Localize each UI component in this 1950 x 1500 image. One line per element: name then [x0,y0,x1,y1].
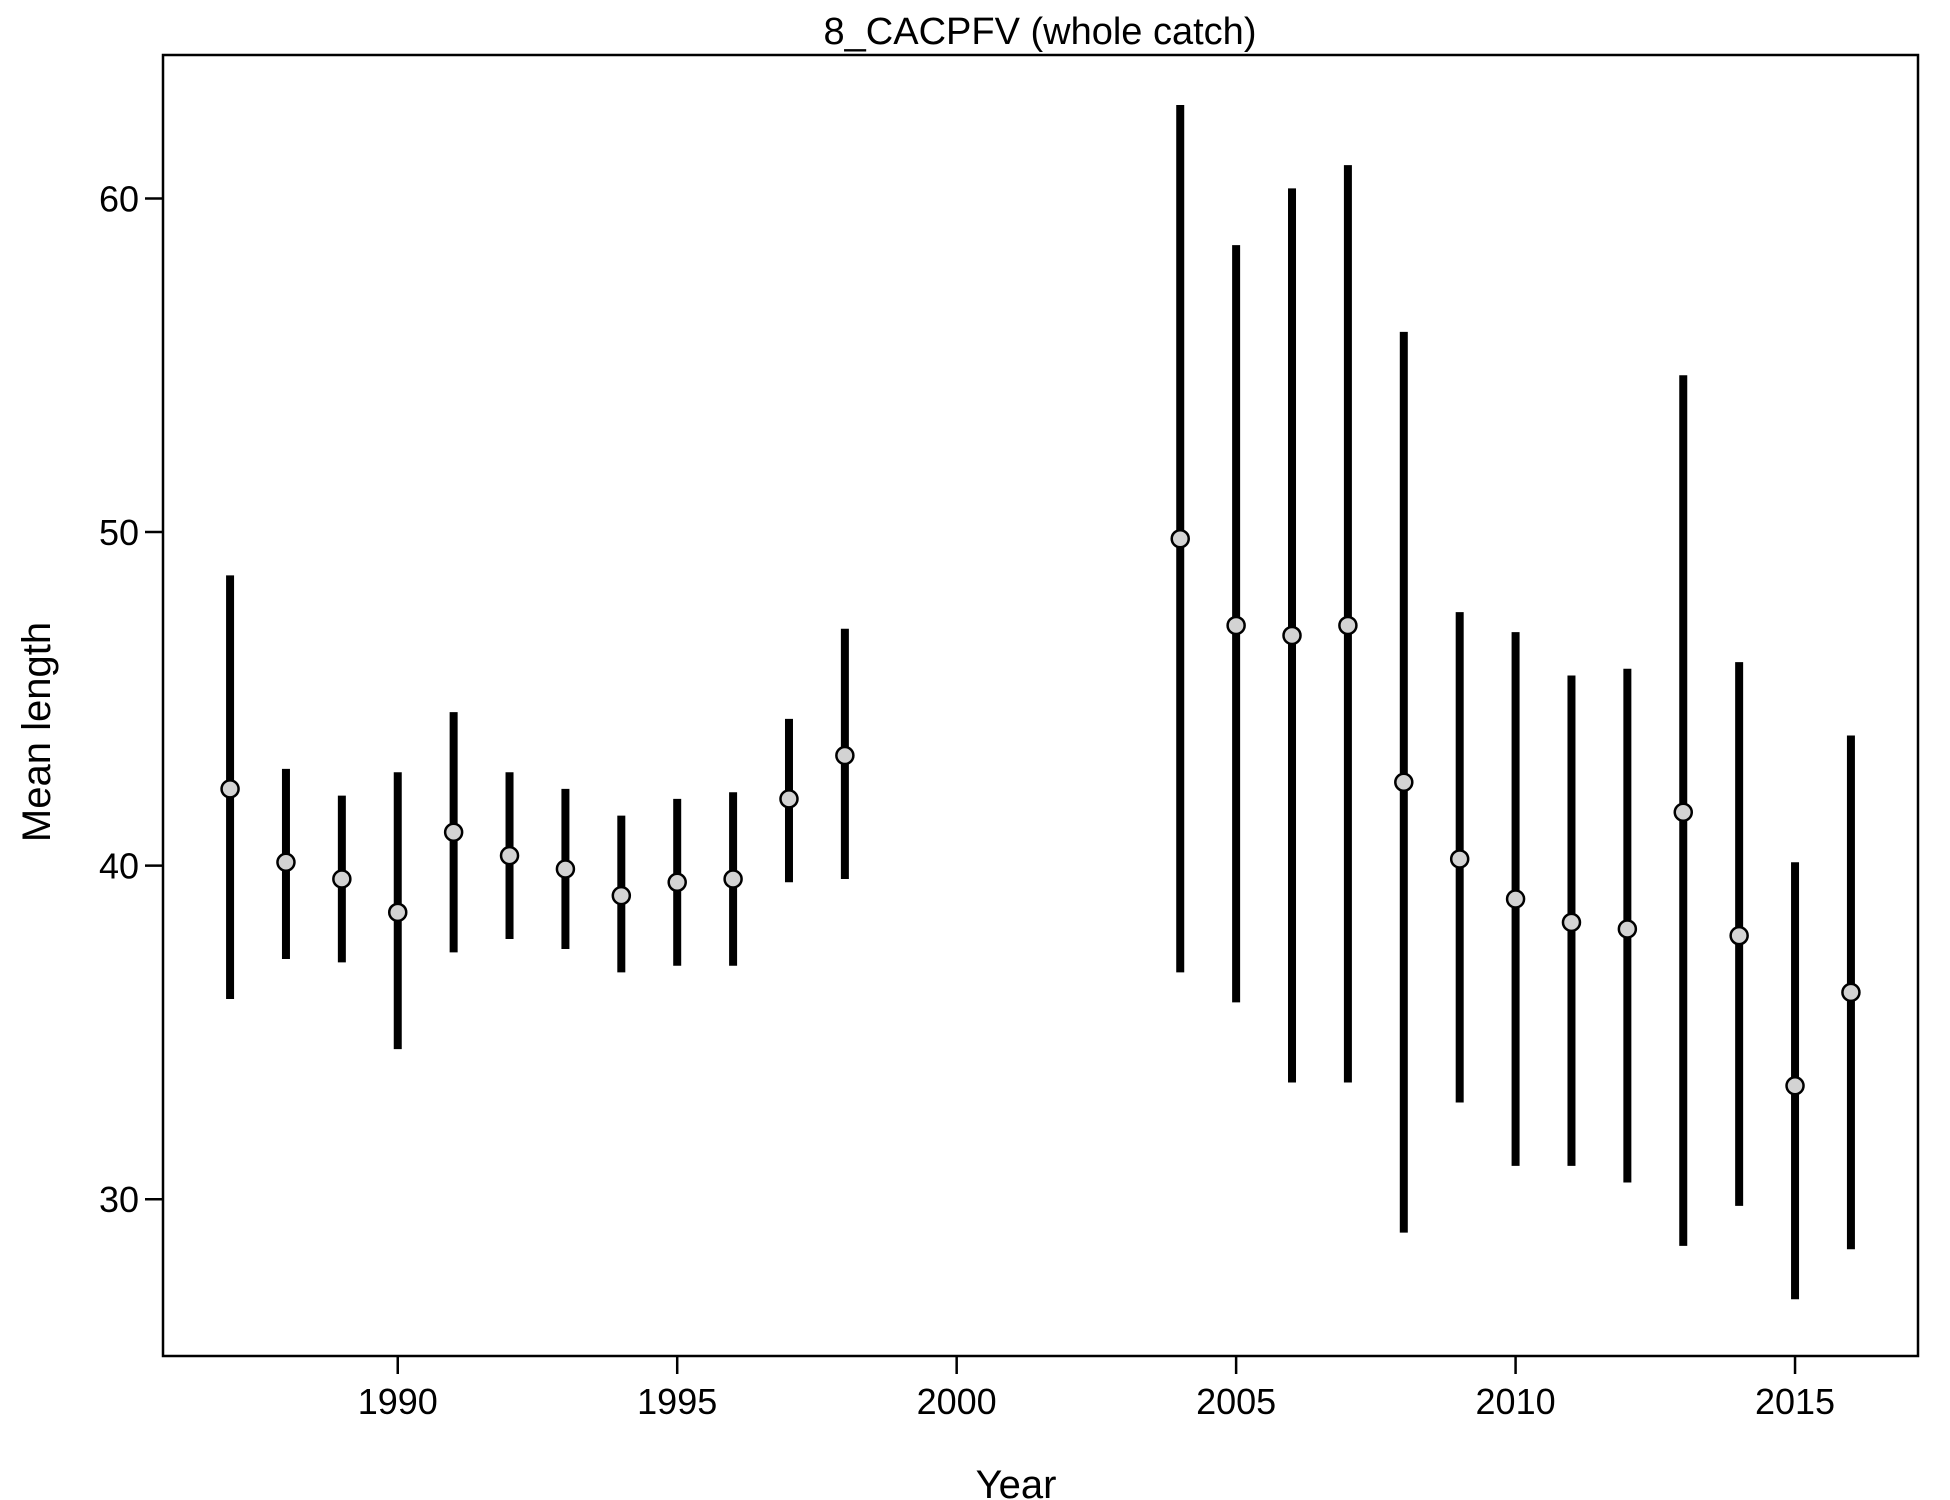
mean-point-1990 [387,902,408,923]
mean-point-1992 [499,845,520,866]
x-axis-label: Year [976,1463,1057,1500]
x-tick-label-2010: 2010 [1476,1381,1556,1422]
mean-point-1993 [555,859,576,879]
mean-point-1989 [332,869,352,889]
mean-point-2010 [1505,889,1526,909]
y-tick-label-40: 40 [99,846,139,887]
mean-point-2012 [1617,919,1638,939]
mean-point-2006 [1282,625,1302,646]
x-axis: 1990 1995 2000 2005 2010 2015 [358,1356,1835,1422]
mean-point-2013 [1673,802,1694,822]
mean-points [220,528,1861,1096]
mean-point-2009 [1449,849,1470,869]
mean-point-2016 [1841,982,1861,1003]
mean-point-1991 [443,822,464,843]
x-tick-label-1995: 1995 [637,1381,717,1422]
x-tick-label-2000: 2000 [917,1381,997,1422]
mean-point-2005 [1226,615,1246,636]
mean-point-1998 [835,745,855,766]
mean-point-2008 [1394,772,1414,792]
mean-point-1995 [667,872,687,893]
mean-point-2014 [1729,925,1749,946]
mean-point-1994 [611,885,632,906]
y-tick-label-30: 30 [99,1179,139,1220]
mean-point-1987 [220,779,240,799]
mean-point-1996 [723,869,743,889]
x-tick-label-1990: 1990 [358,1381,438,1422]
mean-point-2015 [1785,1076,1805,1096]
y-axis-label: Mean length [15,622,59,842]
y-tick-label-50: 50 [99,512,139,553]
x-tick-label-2015: 2015 [1755,1381,1835,1422]
mean-point-2007 [1338,615,1358,636]
x-tick-label-2005: 2005 [1196,1381,1276,1422]
y-axis: 30 40 50 60 [99,178,163,1220]
mean-point-1997 [779,789,799,809]
error-bars [226,105,1855,1300]
plot-frame [161,53,1920,1358]
mean-point-1988 [276,852,296,873]
mean-point-2004 [1170,528,1190,549]
mean-point-2011 [1561,912,1582,933]
y-tick-label-60: 60 [99,178,139,219]
chart-title: 8_CACPFV (whole catch) [824,11,1257,53]
